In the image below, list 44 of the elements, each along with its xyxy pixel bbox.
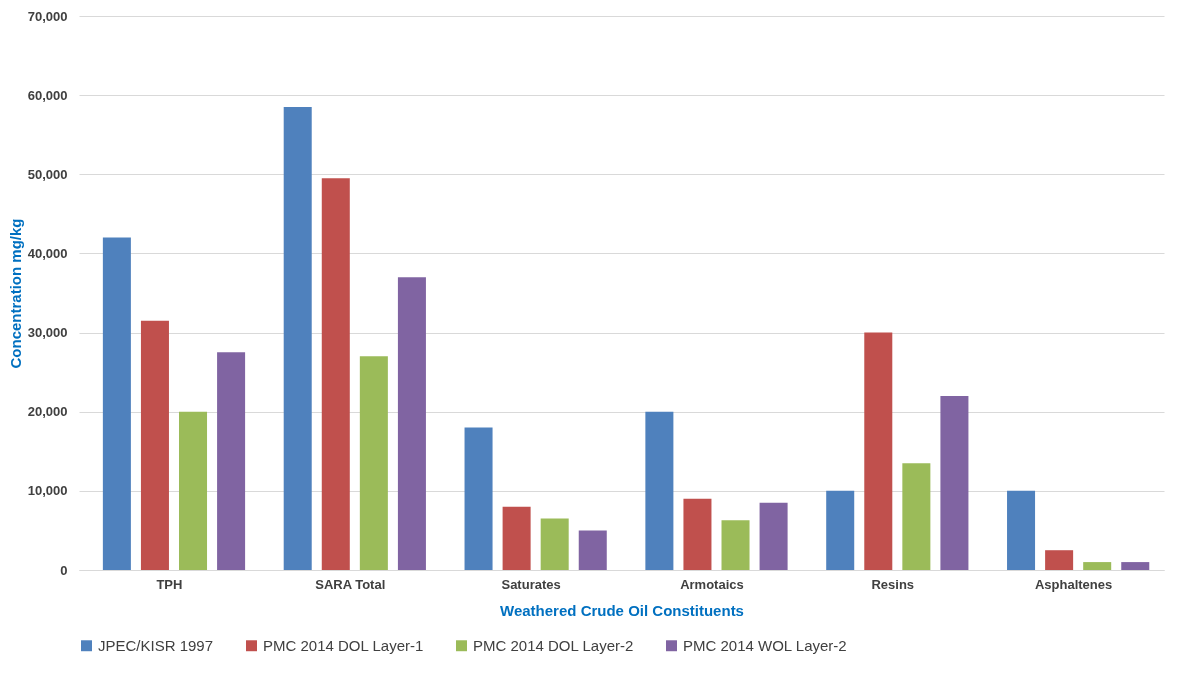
y-tick-label: 70,000 xyxy=(27,8,68,24)
legend-label: PMC 2014 DOL Layer-1 xyxy=(263,636,424,654)
bar xyxy=(321,178,350,570)
y-tick-label: 60,000 xyxy=(27,87,68,103)
bar xyxy=(397,277,426,570)
x-tick-label: Armotaics xyxy=(680,576,744,592)
y-tick-label: 20,000 xyxy=(27,404,68,420)
bar xyxy=(826,490,855,570)
bar xyxy=(283,107,312,570)
legend-label: JPEC/KISR 1997 xyxy=(98,636,214,654)
bar xyxy=(578,530,607,570)
x-tick-label: SARA Total xyxy=(315,576,386,592)
bar xyxy=(502,506,531,570)
x-tick-label: Asphaltenes xyxy=(1034,576,1113,592)
bar xyxy=(464,427,493,570)
bar xyxy=(140,320,169,570)
x-axis-title: Weathered Crude Oil Constituents xyxy=(500,601,744,619)
bar xyxy=(721,520,750,570)
y-tick-label: 50,000 xyxy=(27,166,68,182)
bar xyxy=(683,498,712,570)
y-axis-title: Concentration mg/kg xyxy=(6,218,24,369)
bar xyxy=(359,356,388,570)
x-tick-label: TPH xyxy=(156,576,183,592)
bar xyxy=(1045,550,1074,570)
bar xyxy=(759,502,788,570)
bar xyxy=(179,411,208,570)
y-tick-label: 30,000 xyxy=(27,325,68,341)
bar xyxy=(1121,562,1150,570)
bar xyxy=(1007,490,1036,570)
y-tick-label: 10,000 xyxy=(27,483,68,499)
legend-label: PMC 2014 WOL Layer-2 xyxy=(683,636,847,654)
y-tick-label: 0 xyxy=(60,562,68,578)
bar xyxy=(645,411,674,570)
x-tick-label: Saturates xyxy=(501,576,561,592)
bar xyxy=(864,332,893,570)
bar xyxy=(102,237,131,570)
y-tick-label: 40,000 xyxy=(27,245,68,261)
x-tick-label: Resins xyxy=(871,576,915,592)
legend-label: PMC 2014 DOL Layer-2 xyxy=(473,636,634,654)
bar xyxy=(1083,562,1112,570)
bar xyxy=(940,395,969,570)
bar xyxy=(217,352,246,570)
bar xyxy=(540,518,569,570)
bar xyxy=(902,463,931,570)
